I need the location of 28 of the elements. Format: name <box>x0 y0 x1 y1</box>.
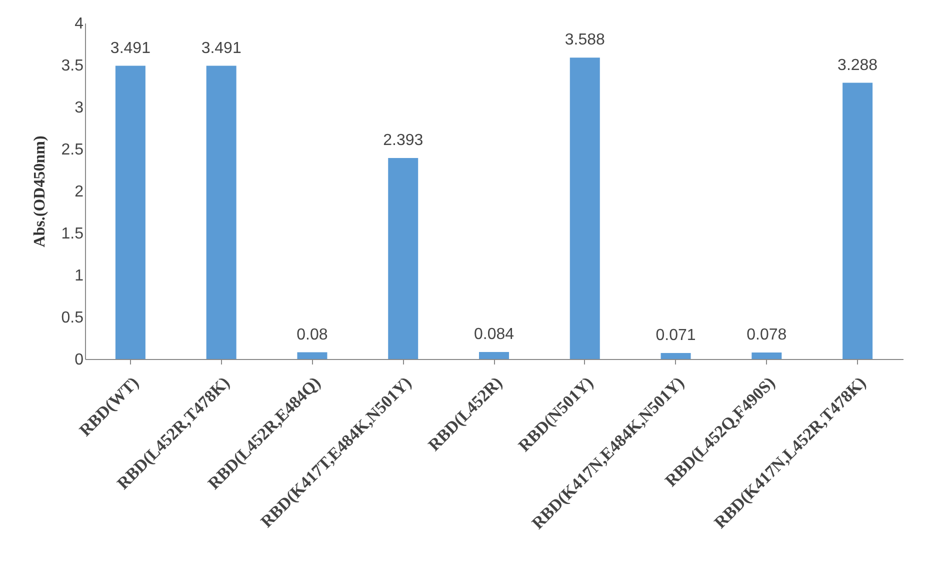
data-label: 0.078 <box>746 326 787 344</box>
y-tick-label: 3 <box>74 100 84 116</box>
bar <box>752 352 782 359</box>
y-tick-label: 0.5 <box>61 310 84 326</box>
y-tick-label: 1 <box>74 268 84 284</box>
y-tick-label: 4 <box>74 16 84 32</box>
bar <box>660 353 691 359</box>
bar <box>206 66 236 359</box>
data-label: 0.071 <box>656 327 696 344</box>
y-tick-label: 3.5 <box>61 58 84 74</box>
data-label: 3.588 <box>564 32 606 49</box>
data-label: 3.288 <box>838 56 878 74</box>
y-tick-label: 1.5 <box>61 226 84 242</box>
data-label: 0.08 <box>296 326 328 344</box>
y-axis-title: Abs.(OD450nm) <box>31 136 48 248</box>
bar <box>479 352 509 359</box>
bar <box>388 158 418 359</box>
data-label: 3.491 <box>201 40 242 57</box>
y-tick-label: 2.5 <box>61 142 84 158</box>
data-label: 0.084 <box>474 326 514 343</box>
data-label: 3.491 <box>110 40 151 57</box>
bar <box>115 66 146 359</box>
bar <box>842 82 873 359</box>
y-tick-label: 0 <box>74 352 84 368</box>
y-tick-label: 2 <box>74 184 84 200</box>
bar <box>297 352 328 359</box>
data-label: 2.393 <box>383 132 424 149</box>
bar <box>570 58 600 359</box>
